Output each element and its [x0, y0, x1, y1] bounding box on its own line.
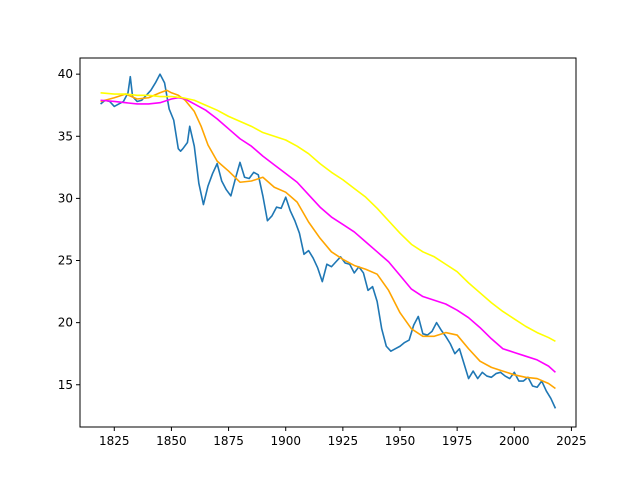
y-tick-label: 25 — [58, 254, 73, 268]
series-layer — [100, 73, 557, 409]
x-tick-label: 1975 — [442, 434, 473, 448]
x-tick-label: 1825 — [99, 434, 130, 448]
x-tick-label: 1875 — [213, 434, 244, 448]
x-tick-label: 1850 — [156, 434, 187, 448]
x-tick-label: 2000 — [499, 434, 530, 448]
y-tick-label: 15 — [58, 378, 73, 392]
y-axis: 15 20 25 30 35 40 — [58, 67, 80, 392]
plot-area-frame — [79, 57, 577, 428]
y-tick-label: 40 — [58, 67, 73, 81]
series-line-4 — [100, 91, 556, 342]
x-tick-label: 1925 — [328, 434, 359, 448]
y-tick-label: 30 — [58, 191, 73, 205]
series-line-2 — [100, 89, 556, 390]
x-tick-label: 1950 — [385, 434, 416, 448]
series-line-1 — [100, 73, 557, 409]
y-tick-label: 20 — [58, 316, 73, 330]
x-tick-label: 2025 — [556, 434, 587, 448]
series-line-3 — [100, 96, 556, 373]
x-tick-label: 1900 — [270, 434, 301, 448]
x-axis: 1825 1850 1875 1900 1925 1950 1975 2000 2025 — [99, 427, 587, 448]
y-tick-label: 35 — [58, 129, 73, 143]
